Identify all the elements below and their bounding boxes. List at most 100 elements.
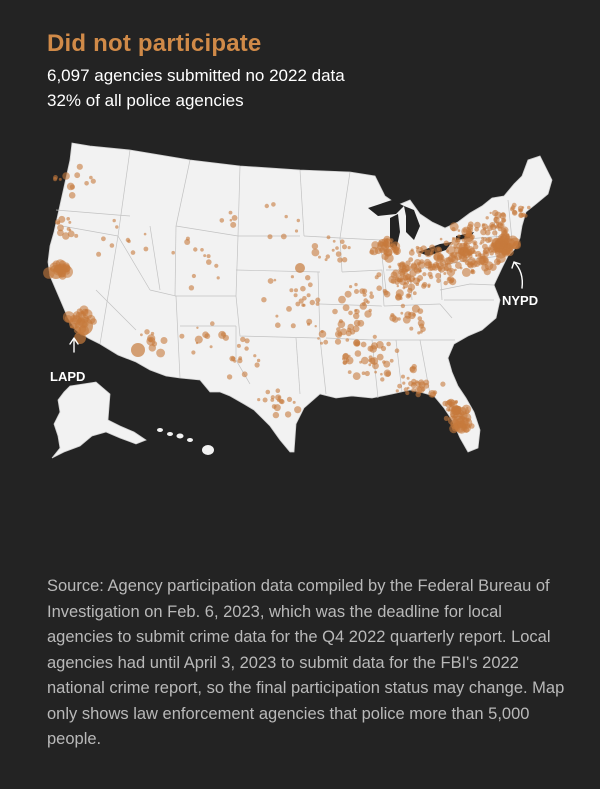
agency-dot	[353, 319, 361, 327]
agency-dot	[349, 285, 353, 289]
nypd-label: NYPD	[502, 293, 538, 308]
agency-dot-large	[131, 343, 145, 357]
agency-dot	[272, 411, 280, 419]
agency-dot	[487, 225, 493, 232]
agency-dot	[418, 269, 422, 273]
agency-dot	[340, 239, 345, 244]
agency-dot	[376, 285, 383, 292]
chart-title: Did not participate	[47, 30, 262, 57]
agency-dot	[254, 362, 260, 368]
agency-dot	[427, 285, 431, 288]
agency-dot	[461, 267, 471, 277]
agency-dot	[219, 218, 225, 223]
agency-dot	[320, 341, 323, 345]
agency-dot	[206, 259, 212, 265]
agency-dot	[354, 350, 362, 357]
agency-dot	[277, 398, 281, 402]
agency-dot	[271, 202, 276, 207]
agency-dot	[429, 244, 436, 251]
agency-dot	[439, 237, 443, 241]
agency-dot	[112, 218, 116, 223]
agency-dot	[314, 325, 317, 328]
agency-dot	[450, 401, 455, 407]
agency-dot	[487, 236, 493, 243]
agency-dot	[204, 333, 211, 339]
agency-dot	[457, 423, 463, 429]
agency-dot	[369, 291, 373, 295]
nypd-annotation: NYPD	[502, 261, 538, 308]
agency-dot	[326, 235, 331, 240]
agency-dot	[336, 327, 341, 332]
agency-dot	[68, 220, 72, 224]
agency-dot	[130, 250, 136, 255]
agency-dot	[419, 330, 423, 334]
agency-dot	[386, 341, 391, 347]
agency-dot	[427, 271, 433, 277]
agency-dot	[62, 172, 70, 180]
agency-dot-large	[74, 332, 86, 344]
agency-dot	[452, 237, 455, 240]
agency-dot	[76, 163, 83, 170]
agency-dot	[76, 308, 83, 315]
agency-dot	[518, 212, 524, 219]
agency-dot	[58, 215, 66, 223]
agency-dot	[483, 268, 491, 276]
agency-dot	[405, 293, 411, 299]
agency-dot	[354, 341, 360, 347]
agency-dot	[184, 239, 191, 245]
agency-dot	[500, 237, 504, 241]
agency-dot	[388, 265, 392, 269]
agency-dot	[398, 267, 404, 273]
agency-dot	[417, 253, 422, 258]
agency-dot	[429, 391, 436, 398]
agency-dot	[402, 272, 411, 281]
agency-dot	[231, 215, 238, 221]
agency-dot	[354, 289, 359, 294]
agency-dot	[481, 223, 488, 230]
agency-dot	[473, 244, 479, 250]
agency-dot	[109, 243, 115, 248]
agency-dot	[496, 260, 501, 265]
agency-dot	[501, 217, 507, 223]
agency-dot	[443, 415, 449, 421]
agency-dot	[244, 346, 249, 351]
agency-dot	[382, 360, 386, 364]
agency-dot-large	[75, 317, 93, 335]
agency-dot	[115, 225, 119, 229]
agency-dot	[418, 381, 426, 389]
hawaii-islands	[157, 428, 214, 455]
agency-dot	[294, 229, 299, 233]
agency-dot	[193, 247, 198, 252]
agency-dot	[347, 323, 355, 331]
agency-dot	[127, 239, 131, 244]
agency-dot	[160, 337, 168, 344]
agency-dot	[409, 366, 416, 372]
agency-dot	[456, 237, 461, 243]
agency-dot	[352, 325, 360, 333]
agency-dot	[253, 354, 257, 358]
agency-dot	[489, 211, 492, 215]
agency-dot	[290, 323, 296, 329]
agency-dot	[140, 333, 143, 337]
percentage-text: 32% of all police agencies	[47, 91, 244, 110]
agency-dot	[368, 355, 373, 360]
agency-dot	[372, 334, 377, 339]
agency-dot	[401, 262, 405, 266]
agency-dot	[440, 257, 444, 261]
agency-dot	[196, 326, 199, 329]
agency-dot	[368, 358, 372, 362]
agency-dot	[84, 181, 89, 186]
agency-dot	[57, 229, 64, 237]
agency-dot	[415, 391, 421, 398]
agency-dot	[511, 210, 518, 216]
agency-dots	[43, 163, 531, 434]
agency-dot	[89, 175, 93, 180]
agency-dot	[290, 275, 294, 279]
agency-dot	[436, 278, 441, 284]
agency-dot	[381, 242, 389, 251]
agency-dot	[203, 254, 207, 258]
agency-dot	[84, 308, 88, 312]
agency-dot	[440, 381, 446, 387]
agency-dot	[62, 232, 70, 240]
agency-dot	[368, 363, 372, 367]
